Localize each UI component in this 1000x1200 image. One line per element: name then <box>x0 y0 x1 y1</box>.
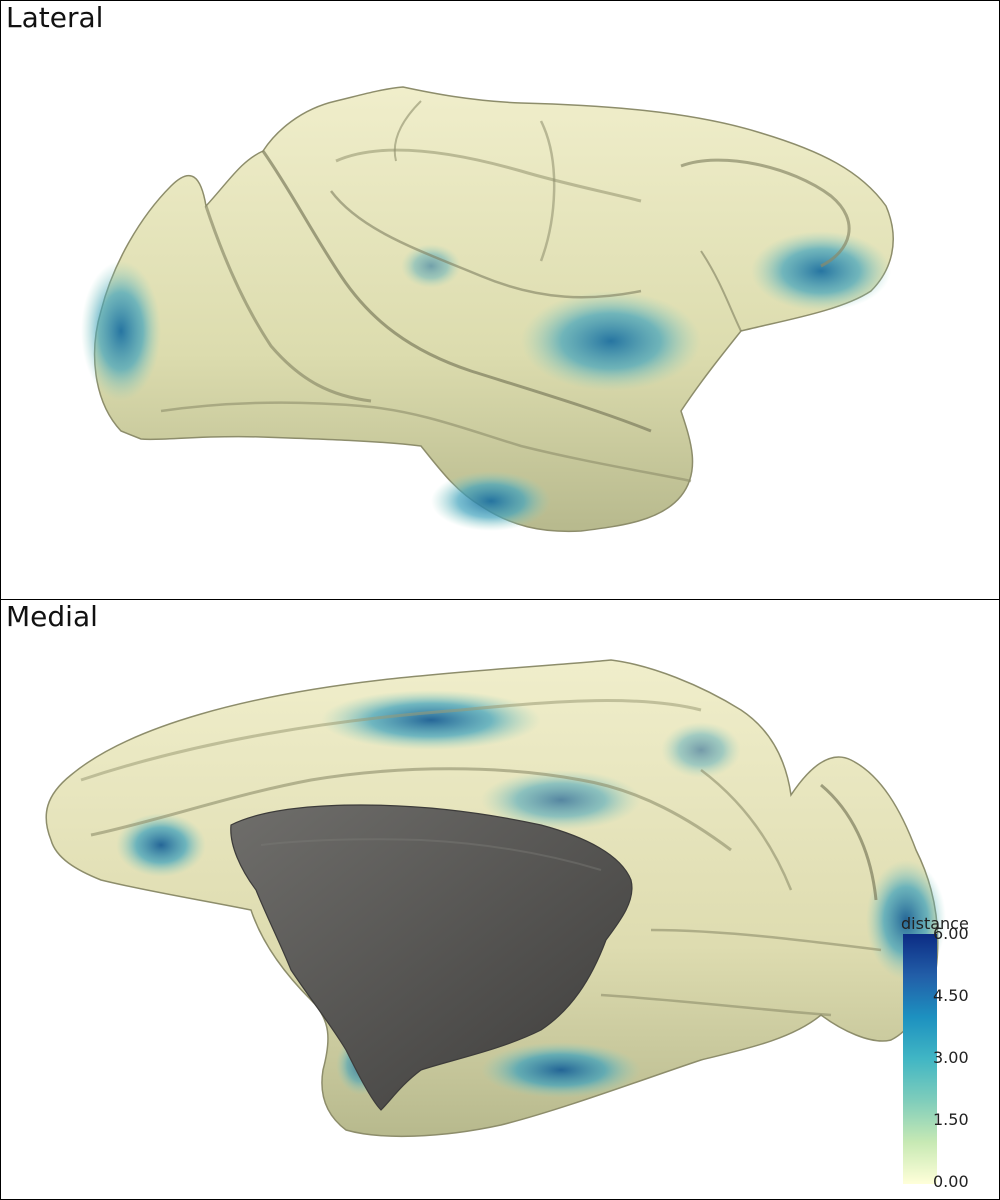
colorbar-tick: 3.00 <box>933 1048 969 1067</box>
medial-view-title: Medial <box>6 600 98 633</box>
medial-view-panel: Medial <box>0 599 1000 1200</box>
colorbar-tick: 1.50 <box>933 1110 969 1129</box>
colorbar-tick: 0.00 <box>933 1172 969 1191</box>
lateral-cortex-surface <box>81 86 894 533</box>
colorbar-tick: 4.50 <box>933 986 969 1005</box>
lateral-view-title: Lateral <box>6 1 104 34</box>
lateral-view-panel: Lateral <box>0 0 1000 600</box>
colorbar-tick: 6.00 <box>933 924 969 943</box>
colorbar-title: distance <box>901 914 969 933</box>
colorbar-gradient <box>903 934 937 1184</box>
medial-cortex-surface <box>45 659 946 1138</box>
distance-colorbar: distance 6.00 4.50 3.00 1.50 0.00 <box>881 910 991 1199</box>
